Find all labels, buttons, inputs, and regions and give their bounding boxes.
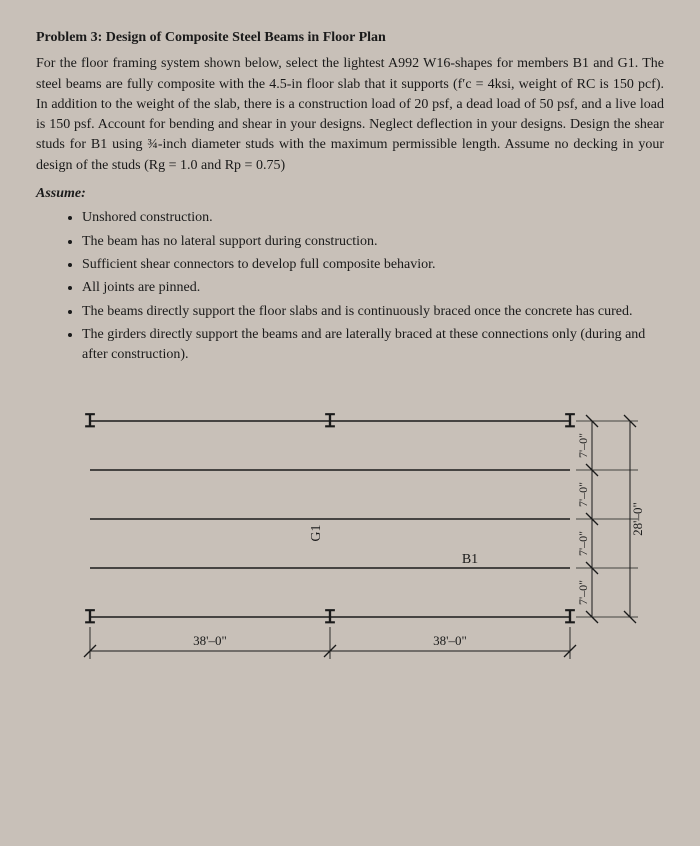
- svg-text:Ｉ: Ｉ: [81, 411, 99, 431]
- svg-text:7'–0": 7'–0": [576, 580, 590, 605]
- problem-paragraph: For the floor framing system shown below…: [36, 54, 664, 176]
- svg-text:7'–0": 7'–0": [576, 531, 590, 556]
- svg-text:B1: B1: [462, 552, 478, 567]
- svg-text:38'–0": 38'–0": [193, 633, 227, 648]
- svg-text:G1: G1: [309, 525, 324, 542]
- svg-text:Ｉ: Ｉ: [321, 411, 339, 431]
- svg-text:7'–0": 7'–0": [576, 482, 590, 507]
- assume-item: The girders directly support the beams a…: [82, 325, 664, 366]
- svg-text:Ｉ: Ｉ: [321, 607, 339, 627]
- svg-text:28'–0": 28'–0": [630, 503, 645, 537]
- assume-item: All joints are pinned.: [82, 278, 664, 298]
- assume-item: The beams directly support the floor sla…: [82, 302, 664, 322]
- assume-heading: Assume:: [36, 184, 664, 204]
- svg-text:Ｉ: Ｉ: [81, 607, 99, 627]
- assume-item: The beam has no lateral support during c…: [82, 232, 664, 252]
- assume-list: Unshored construction. The beam has no la…: [36, 208, 664, 365]
- problem-title: Problem 3: Design of Composite Steel Bea…: [36, 28, 664, 48]
- svg-text:38'–0": 38'–0": [433, 633, 467, 648]
- assume-item: Unshored construction.: [82, 208, 664, 228]
- assume-item: Sufficient shear connectors to develop f…: [82, 255, 664, 275]
- svg-text:7'–0": 7'–0": [576, 433, 590, 458]
- floor-plan-diagram: ＩＩＩＩＩＩG1B138'–0"38'–0"7'–0"7'–0"7'–0"7'–…: [36, 401, 664, 691]
